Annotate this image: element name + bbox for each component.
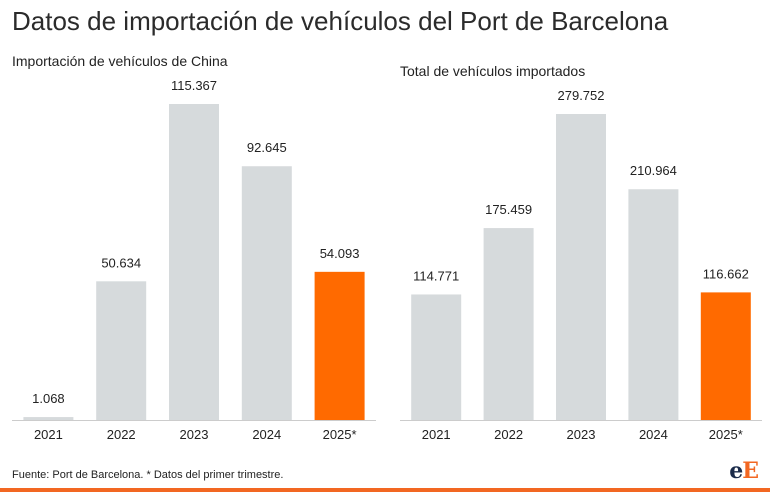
chart-title-china: Importación de vehículos de China <box>12 53 228 69</box>
value-label: 279.752 <box>558 88 605 103</box>
bar-2023 <box>169 104 219 420</box>
x-tick-label: 2024 <box>639 427 668 442</box>
value-label: 210.964 <box>630 163 677 178</box>
page-title: Datos de importación de vehículos del Po… <box>12 6 669 36</box>
bar-2024 <box>628 189 679 420</box>
source-footnote: Fuente: Port de Barcelona. * Datos del p… <box>12 469 284 481</box>
bar-2025 <box>314 271 365 420</box>
bar-2025 <box>700 292 751 420</box>
bottom-accent-bar <box>0 488 770 492</box>
brand-logo: eE <box>729 458 759 484</box>
x-tick-label: 2022 <box>107 427 136 442</box>
chart-total-imports: 114.771 2021 175.459 2022 279.752 2023 210.964… <box>400 88 762 442</box>
bar-2022 <box>483 228 534 420</box>
bar-2023 <box>556 114 606 420</box>
x-tick-label: 2023 <box>180 427 209 442</box>
x-tick-label: 2024 <box>252 427 281 442</box>
value-label: 50.634 <box>101 255 141 270</box>
value-label: 175.459 <box>485 202 532 217</box>
value-label: 92.645 <box>247 140 287 155</box>
value-label: 114.771 <box>413 268 459 283</box>
x-tick-label: 2023 <box>567 427 596 442</box>
x-tick-label: 2022 <box>494 427 523 442</box>
x-tick-label: 2021 <box>422 427 451 442</box>
chart-china-imports: 1.068 2021 50.634 2022 115.367 2023 92.645 2024… <box>12 78 376 442</box>
x-tick-label: 2025* <box>709 427 743 442</box>
bar-2021 <box>411 294 462 420</box>
chart-title-total: Total de vehículos importados <box>400 63 586 79</box>
value-label: 54.093 <box>320 246 360 261</box>
bar-2022 <box>96 281 147 420</box>
bar-2021 <box>23 417 74 420</box>
value-label: 115.367 <box>171 78 217 93</box>
x-tick-label: 2025* <box>323 427 357 442</box>
x-tick-label: 2021 <box>34 427 63 442</box>
bar-2024 <box>241 166 292 420</box>
value-label: 1.068 <box>32 391 65 406</box>
logo-letter-e: e <box>729 458 743 484</box>
logo-letter-E: E <box>742 458 759 484</box>
value-label: 116.662 <box>703 266 749 281</box>
